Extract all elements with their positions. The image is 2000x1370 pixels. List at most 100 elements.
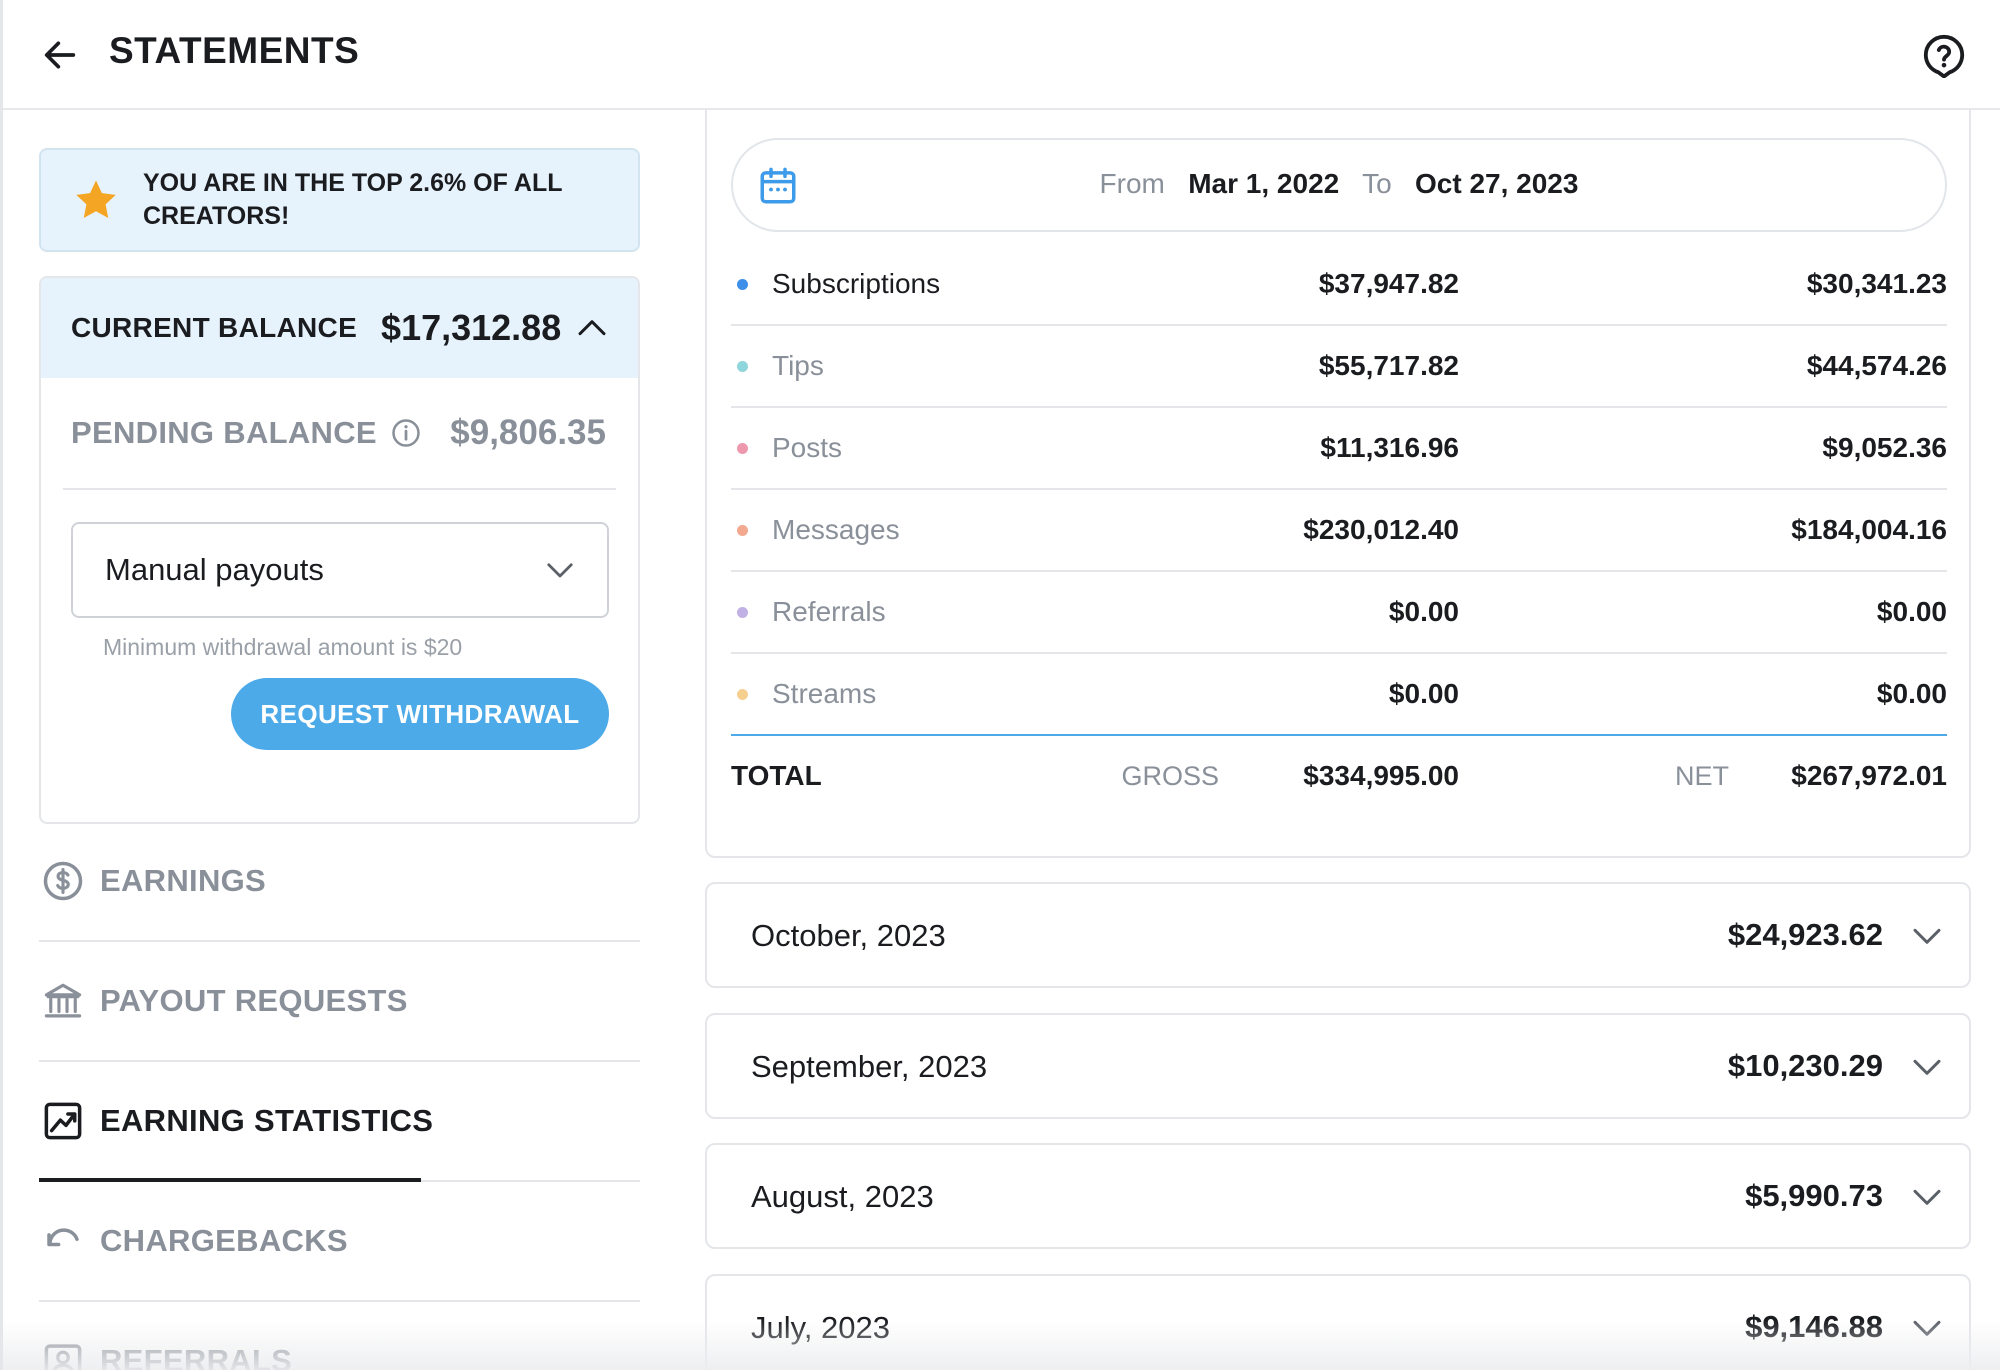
nav-label: EARNING STATISTICS: [100, 1103, 434, 1138]
month-amount: $9,146.88: [1745, 1309, 1883, 1344]
pending-balance-amount: $9,806.35: [450, 413, 606, 452]
total-net-amount: $267,972.01: [1791, 760, 1947, 791]
month-row-october-2023[interactable]: October, 2023 $24,923.62: [705, 882, 1971, 988]
net-amount: $30,341.23: [1806, 268, 1947, 299]
to-label: To: [1362, 168, 1392, 199]
chevron-down-icon: [1913, 1189, 1941, 1205]
nav-item-earnings[interactable]: EARNINGS: [39, 822, 640, 942]
month-name: August, 2023: [751, 1179, 934, 1214]
nav-label: PAYOUT REQUESTS: [100, 983, 408, 1018]
date-range-picker[interactable]: From Mar 1, 2022 To Oct 27, 2023: [731, 138, 1947, 232]
net-label: NET: [1675, 760, 1729, 791]
legend-dot: [737, 688, 748, 700]
net-amount: $184,004.16: [1791, 514, 1947, 545]
pending-balance-label: PENDING BALANCE: [71, 415, 377, 450]
minimum-withdrawal-hint: Minimum withdrawal amount is $20: [103, 634, 463, 660]
chevron-down-icon: [1913, 1059, 1941, 1075]
arrow-left-icon: [44, 41, 76, 69]
month-row-september-2023[interactable]: September, 2023 $10,230.29: [705, 1013, 1971, 1119]
nav-item-chargebacks[interactable]: CHARGEBACKS: [39, 1182, 640, 1302]
category-name: Subscriptions: [772, 268, 941, 299]
payout-mode-value: Manual payouts: [105, 552, 324, 587]
breakdown-row-referrals: Referrals $0.00 $0.00: [731, 572, 1947, 654]
sidebar-nav: EARNINGS PAYOUT REQUESTS EARNING STATIST…: [39, 822, 640, 1370]
net-amount: $0.00: [1876, 678, 1947, 709]
star-icon: [76, 180, 116, 219]
dollar-circle-icon: [42, 860, 84, 902]
total-gross-amount: $334,995.00: [1303, 760, 1459, 791]
gross-amount: $11,316.96: [1320, 432, 1459, 463]
user-card-icon: [42, 1340, 84, 1370]
legend-dot: [737, 442, 748, 454]
category-name: Tips: [772, 350, 824, 381]
month-row-august-2023[interactable]: August, 2023 $5,990.73: [705, 1143, 1971, 1249]
legend-dot: [737, 278, 748, 290]
top-header: STATEMENTS: [3, 0, 2000, 110]
help-button[interactable]: [1917, 28, 1971, 82]
gross-label: GROSS: [1121, 760, 1219, 791]
current-balance-header: CURRENT BALANCE $17,312.88: [41, 278, 638, 378]
earnings-breakdown: Subscriptions $37,947.82 $30,341.23 Tips…: [731, 244, 1947, 816]
net-amount: $0.00: [1876, 596, 1947, 627]
back-button[interactable]: [37, 32, 83, 78]
top-creator-banner: YOU ARE IN THE TOP 2.6% OF ALL CREATORS!: [39, 148, 640, 252]
breakdown-row-subscriptions: Subscriptions $37,947.82 $30,341.23: [731, 244, 1947, 326]
breakdown-row-messages: Messages $230,012.40 $184,004.16: [731, 490, 1947, 572]
gross-amount: $55,717.82: [1318, 350, 1459, 381]
payout-mode-select[interactable]: Manual payouts: [71, 522, 609, 618]
info-icon[interactable]: [391, 418, 421, 448]
gross-amount: $37,947.82: [1318, 268, 1459, 299]
month-name: September, 2023: [751, 1049, 988, 1084]
month-row-july-2023[interactable]: July, 2023 $9,146.88: [705, 1274, 1971, 1370]
month-amount: $5,990.73: [1745, 1178, 1883, 1213]
nav-label: EARNINGS: [100, 863, 267, 898]
nav-label: REFERRALS: [100, 1343, 293, 1370]
category-name: Posts: [772, 432, 843, 463]
breakdown-row-posts: Posts $11,316.96 $9,052.36: [731, 408, 1947, 490]
total-label: TOTAL: [731, 760, 822, 791]
breakdown-row-streams: Streams $0.00 $0.00: [731, 654, 1947, 736]
nav-item-referrals[interactable]: REFERRALS: [39, 1302, 640, 1370]
bank-icon: [42, 980, 84, 1022]
breakdown-row-tips: Tips $55,717.82 $44,574.26: [731, 326, 1947, 408]
nav-item-earning-statistics[interactable]: EARNING STATISTICS: [39, 1062, 640, 1182]
category-name: Messages: [772, 514, 900, 545]
page-title: STATEMENTS: [109, 30, 360, 71]
gross-amount: $230,012.40: [1303, 514, 1459, 545]
category-name: Streams: [772, 678, 877, 709]
month-amount: $10,230.29: [1727, 1048, 1883, 1083]
month-amount: $24,923.62: [1727, 917, 1883, 952]
request-withdrawal-button[interactable]: REQUEST WITHDRAWAL: [231, 678, 609, 750]
gross-amount: $0.00: [1388, 596, 1459, 627]
nav-label: CHARGEBACKS: [100, 1223, 348, 1258]
calendar-icon: [760, 167, 796, 204]
gross-amount: $0.00: [1388, 678, 1459, 709]
chevron-up-icon[interactable]: [576, 314, 608, 340]
pending-balance-row: PENDING BALANCE $9,806.35: [63, 378, 616, 490]
month-name: October, 2023: [751, 918, 946, 953]
balance-card: CURRENT BALANCE $17,312.88 PENDING BALAN…: [39, 276, 640, 824]
earnings-summary-card: From Mar 1, 2022 To Oct 27, 2023 Subscri…: [705, 110, 1971, 858]
legend-dot: [737, 360, 748, 372]
nav-item-payout-requests[interactable]: PAYOUT REQUESTS: [39, 942, 640, 1062]
chevron-down-icon: [1913, 928, 1941, 944]
total-row: TOTAL GROSS $334,995.00 NET $267,972.01: [731, 734, 1947, 816]
legend-dot: [737, 524, 748, 536]
month-name: July, 2023: [751, 1310, 891, 1345]
from-date: Mar 1, 2022: [1188, 168, 1340, 199]
to-date: Oct 27, 2023: [1414, 168, 1579, 199]
net-amount: $9,052.36: [1822, 432, 1947, 463]
from-label: From: [1099, 168, 1165, 199]
chevron-down-icon: [1913, 1320, 1941, 1336]
question-bubble-icon: [1923, 34, 1965, 78]
undo-arrow-icon: [42, 1220, 84, 1262]
date-range-text: From Mar 1, 2022 To Oct 27, 2023: [733, 168, 1945, 200]
legend-dot: [737, 606, 748, 618]
current-balance-label: CURRENT BALANCE: [71, 312, 358, 343]
category-name: Referrals: [772, 596, 886, 627]
sidebar: YOU ARE IN THE TOP 2.6% OF ALL CREATORS!…: [39, 148, 640, 824]
chevron-down-icon: [547, 563, 573, 578]
net-amount: $44,574.26: [1806, 350, 1947, 381]
current-balance-amount: $17,312.88: [381, 307, 562, 348]
